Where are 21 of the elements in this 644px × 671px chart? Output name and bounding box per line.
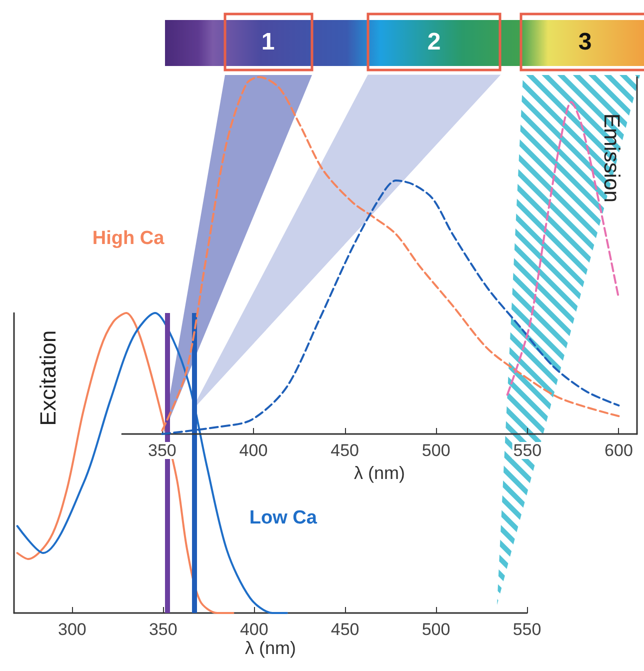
text: 3 <box>578 28 592 56</box>
x-axis-title: λ (nm) <box>354 462 405 483</box>
x-tick-label: 550 <box>513 441 542 460</box>
x-tick-label: 400 <box>240 620 268 639</box>
x-tick-label: 600 <box>604 441 633 460</box>
series-label: Low Ca <box>249 508 318 528</box>
text: High Ca <box>92 228 165 249</box>
x-tick-label: 300 <box>58 620 86 639</box>
x-tick-label: 450 <box>330 620 360 639</box>
text: 1 <box>261 28 275 56</box>
x-axis-title: λ (nm) <box>245 638 296 658</box>
x-tick-label: 550 <box>512 620 542 639</box>
x-tick-label: 400 <box>239 441 268 460</box>
x-tick-label: 500 <box>422 620 450 639</box>
x-tick-label: 500 <box>422 441 450 460</box>
y-axis-title: Excitation <box>36 330 60 426</box>
text: 2 <box>427 28 441 56</box>
x-tick-label: 450 <box>330 441 359 460</box>
x-tick-label: 350 <box>148 620 178 639</box>
y-axis-title: Emission <box>600 113 624 203</box>
x-tick-label: 350 <box>148 441 176 460</box>
